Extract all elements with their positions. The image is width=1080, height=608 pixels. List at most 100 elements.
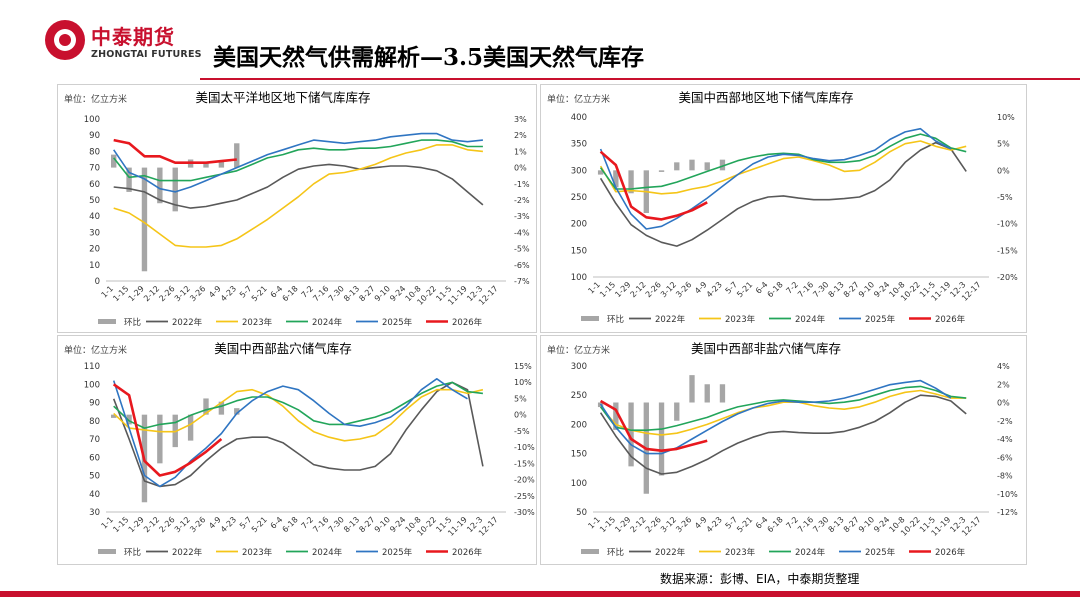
- series-line-2023: [599, 140, 967, 195]
- x-tick-label: 1-15: [111, 515, 130, 534]
- y2-tick-label: -2%: [514, 196, 530, 205]
- x-tick-label: 1-29: [127, 284, 146, 303]
- bar-wow: [218, 401, 225, 415]
- y-tick-label: 250: [571, 193, 587, 203]
- bar-wow: [218, 161, 225, 168]
- x-tick-label: 8-13: [342, 515, 361, 534]
- x-tick-label: 5-21: [735, 515, 754, 534]
- y-tick-label: 200: [571, 220, 587, 230]
- bar-wow: [126, 167, 132, 192]
- y-tick-label: 90: [89, 399, 100, 409]
- bar-wow: [674, 162, 680, 171]
- y2-tick-label: 15%: [514, 362, 532, 371]
- chart-panel-pacific: 单位：亿立方米 美国太平洋地区地下储气库库存 0 10 20 30 40 50 60 70 80 90…: [57, 84, 537, 333]
- bar-wow: [203, 398, 209, 415]
- chart-pacific-storage: 单位：亿立方米 美国太平洋地区地下储气库库存 0 10 20 30 40 50 60 70 80 90…: [64, 90, 530, 328]
- legend-label: 环比: [607, 547, 624, 558]
- series-line-2025: [113, 132, 483, 193]
- x-tick-label: 7-30: [811, 280, 830, 299]
- x-tick-label: 3-12: [659, 515, 678, 534]
- x-tick-label: 1-15: [111, 284, 130, 303]
- legend-swatch-bar: [98, 549, 116, 554]
- x-tick-label: 3-26: [188, 284, 207, 303]
- bar-wow: [613, 402, 619, 430]
- chart-midwest-salt-storage: 单位：亿立方米 美国中西部盐穴储气库存 30 40 50 60 70 80 90 100 110 15…: [64, 341, 535, 558]
- bar-wow: [157, 414, 163, 464]
- series-line-2024: [599, 385, 967, 431]
- series-line-2023: [113, 388, 484, 442]
- y2-tick-label: -10%: [997, 490, 1018, 499]
- series-line-2022: [112, 381, 484, 488]
- x-tick-label: 3-12: [173, 284, 192, 303]
- x-tick-label: 9-24: [388, 515, 407, 534]
- y2-tick-label: -2%: [997, 417, 1013, 426]
- x-tick-label: 6-18: [766, 280, 785, 299]
- bar-wow: [234, 408, 240, 415]
- legend-label: 2026年: [935, 314, 966, 325]
- y2-tick-label: -3%: [514, 212, 530, 221]
- y-tick-label: 150: [571, 246, 587, 256]
- x-tick-label: 2-26: [157, 284, 176, 303]
- chart-panel-midwest: 单位：亿立方米 美国中西部地区地下储气库库存 100 150 200 250 300 350 4…: [540, 84, 1027, 333]
- series-line-2024: [113, 381, 483, 429]
- bar-wow: [187, 414, 194, 441]
- series-line-2023: [113, 144, 483, 248]
- chart-title: 美国中西部非盐穴储气库存: [691, 341, 841, 356]
- bar-wow: [704, 162, 710, 171]
- x-tick-label: 6-18: [281, 284, 300, 303]
- x-tick-label: 1-29: [613, 515, 632, 534]
- x-tick-label: 4-23: [219, 515, 238, 534]
- chart-midwest-nonsalt-storage: 单位：亿立方米 美国中西部非盐穴储气库存 50 100 150 200 250 300 4% 2%…: [547, 341, 1018, 558]
- series-line-2026: [113, 138, 237, 164]
- bar-wow: [689, 159, 695, 171]
- y2-tick-label: 5%: [514, 394, 527, 403]
- x-tick-label: 8-27: [357, 284, 376, 303]
- y2-tick-label: 5%: [997, 140, 1010, 149]
- bar-wow: [658, 170, 665, 172]
- y-tick-label: 50: [89, 196, 100, 206]
- company-logo: 中泰期货 ZHONGTAI FUTURES: [45, 20, 201, 68]
- y2-tick-label: -15%: [514, 459, 535, 468]
- x-tick-label: 7-30: [811, 515, 830, 534]
- y-tick-label: 300: [571, 166, 587, 176]
- legend-label: 2024年: [312, 317, 343, 328]
- x-tick-label: 7-16: [311, 515, 330, 534]
- y2-tick-label: 0%: [997, 399, 1010, 408]
- y-tick-label: 400: [571, 113, 587, 123]
- bar-wow: [719, 159, 726, 171]
- series-line-2025: [112, 377, 468, 488]
- x-tick-label: 3-26: [674, 515, 693, 534]
- x-tick-label: 2-26: [157, 515, 176, 534]
- y2-tick-label: -30%: [514, 508, 535, 517]
- x-tick-label: 1-29: [127, 515, 146, 534]
- series-line-2024: [599, 133, 967, 190]
- legend-label: 2024年: [312, 547, 343, 558]
- chart-title: 美国中西部盐穴储气库存: [214, 341, 352, 356]
- legend-label: 2023年: [242, 547, 273, 558]
- legend-label: 2026年: [452, 547, 483, 558]
- legend-label: 环比: [124, 547, 141, 558]
- series-line-2025: [599, 379, 952, 455]
- y-tick-label: 90: [89, 131, 100, 141]
- x-tick-label: 8-13: [342, 284, 361, 303]
- y2-tick-label: -20%: [997, 273, 1018, 282]
- legend-label: 2024年: [795, 314, 826, 325]
- x-tick-label: 2-26: [644, 280, 663, 299]
- page-title: 美国天然气供需解析—3.5美国天然气库存: [213, 44, 645, 71]
- logo-text-en: ZHONGTAI FUTURES: [91, 49, 202, 60]
- series-line-2025: [599, 127, 952, 230]
- x-tick-label: 7-16: [796, 515, 815, 534]
- y-tick-label: 70: [89, 164, 100, 174]
- chart-title: 美国中西部地区地下储气库库存: [678, 90, 853, 105]
- series-line-2022: [599, 394, 967, 475]
- y2-tick-label: -1%: [514, 180, 530, 189]
- y2-tick-label: -12%: [997, 508, 1018, 517]
- chart-title: 美国太平洋地区地下储气库库存: [195, 90, 370, 105]
- legend-label: 环比: [607, 314, 624, 325]
- y-tick-label: 300: [571, 362, 587, 372]
- legend-label: 2023年: [725, 547, 756, 558]
- y-tick-label: 150: [571, 450, 587, 460]
- legend-label: 2022年: [172, 547, 203, 558]
- x-tick-label: 8-27: [357, 515, 376, 534]
- y2-tick-label: -5%: [997, 193, 1013, 202]
